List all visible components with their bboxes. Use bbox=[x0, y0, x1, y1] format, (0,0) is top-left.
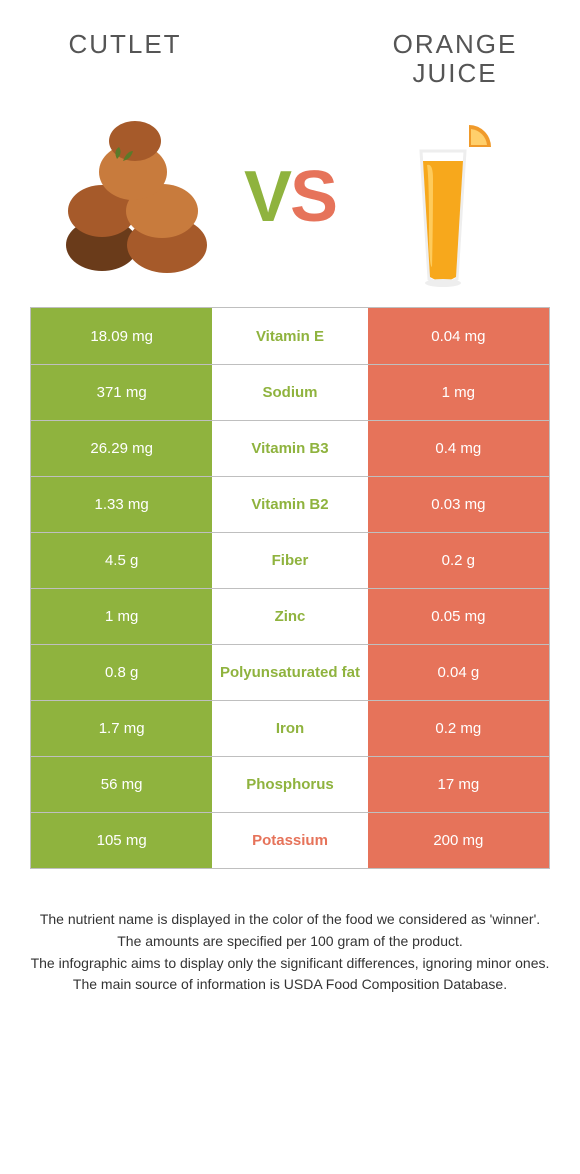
left-image-col bbox=[30, 117, 244, 277]
left-value: 1.33 mg bbox=[31, 477, 212, 532]
right-title: Orange juice bbox=[350, 30, 560, 87]
left-value: 18.09 mg bbox=[31, 308, 212, 364]
table-row: 18.09 mgVitamin E0.04 mg bbox=[31, 308, 549, 364]
left-title-col: Cutlet bbox=[20, 30, 230, 59]
right-value: 0.04 g bbox=[368, 645, 549, 700]
nutrient-name: Sodium bbox=[212, 365, 367, 420]
left-value: 4.5 g bbox=[31, 533, 212, 588]
left-value: 26.29 mg bbox=[31, 421, 212, 476]
table-row: 26.29 mgVitamin B30.4 mg bbox=[31, 420, 549, 476]
nutrient-name: Polyunsaturated fat bbox=[212, 645, 367, 700]
left-value: 0.8 g bbox=[31, 645, 212, 700]
right-value: 0.04 mg bbox=[368, 308, 549, 364]
right-value: 0.03 mg bbox=[368, 477, 549, 532]
nutrient-table: 18.09 mgVitamin E0.04 mg371 mgSodium1 mg… bbox=[30, 307, 550, 869]
glass-base bbox=[425, 279, 461, 287]
nutrient-name: Iron bbox=[212, 701, 367, 756]
table-row: 56 mgPhosphorus17 mg bbox=[31, 756, 549, 812]
left-title: Cutlet bbox=[20, 30, 230, 59]
table-row: 4.5 gFiber0.2 g bbox=[31, 532, 549, 588]
nutrient-name: Vitamin B3 bbox=[212, 421, 367, 476]
nutrient-name: Potassium bbox=[212, 813, 367, 868]
footer-line: The amounts are specified per 100 gram o… bbox=[30, 931, 550, 953]
table-row: 1.33 mgVitamin B20.03 mg bbox=[31, 476, 549, 532]
left-value: 371 mg bbox=[31, 365, 212, 420]
right-value: 200 mg bbox=[368, 813, 549, 868]
juice-icon bbox=[383, 107, 503, 287]
right-value: 0.2 mg bbox=[368, 701, 549, 756]
right-image-col bbox=[336, 107, 550, 287]
images-row: V S bbox=[0, 87, 580, 297]
nutrient-name: Fiber bbox=[212, 533, 367, 588]
footer: The nutrient name is displayed in the co… bbox=[30, 909, 550, 996]
right-value: 1 mg bbox=[368, 365, 549, 420]
header: Cutlet Orange juice bbox=[0, 0, 580, 87]
footer-line: The main source of information is USDA F… bbox=[30, 974, 550, 996]
right-value: 0.4 mg bbox=[368, 421, 549, 476]
table-row: 105 mgPotassium200 mg bbox=[31, 812, 549, 868]
right-value: 0.2 g bbox=[368, 533, 549, 588]
nutrient-name: Vitamin B2 bbox=[212, 477, 367, 532]
nutrient-name: Zinc bbox=[212, 589, 367, 644]
vs-label: V S bbox=[244, 156, 336, 238]
left-value: 1.7 mg bbox=[31, 701, 212, 756]
table-row: 371 mgSodium1 mg bbox=[31, 364, 549, 420]
left-value: 1 mg bbox=[31, 589, 212, 644]
left-value: 105 mg bbox=[31, 813, 212, 868]
vs-s: S bbox=[290, 156, 336, 238]
nutrient-name: Phosphorus bbox=[212, 757, 367, 812]
nutrient-name: Vitamin E bbox=[212, 308, 367, 364]
table-row: 0.8 gPolyunsaturated fat0.04 g bbox=[31, 644, 549, 700]
cutlet-icon bbox=[47, 117, 227, 277]
right-value: 17 mg bbox=[368, 757, 549, 812]
footer-line: The nutrient name is displayed in the co… bbox=[30, 909, 550, 931]
table-row: 1.7 mgIron0.2 mg bbox=[31, 700, 549, 756]
table-row: 1 mgZinc0.05 mg bbox=[31, 588, 549, 644]
right-title-col: Orange juice bbox=[350, 30, 560, 87]
left-value: 56 mg bbox=[31, 757, 212, 812]
vs-v: V bbox=[244, 156, 290, 238]
footer-line: The infographic aims to display only the… bbox=[30, 953, 550, 975]
right-value: 0.05 mg bbox=[368, 589, 549, 644]
